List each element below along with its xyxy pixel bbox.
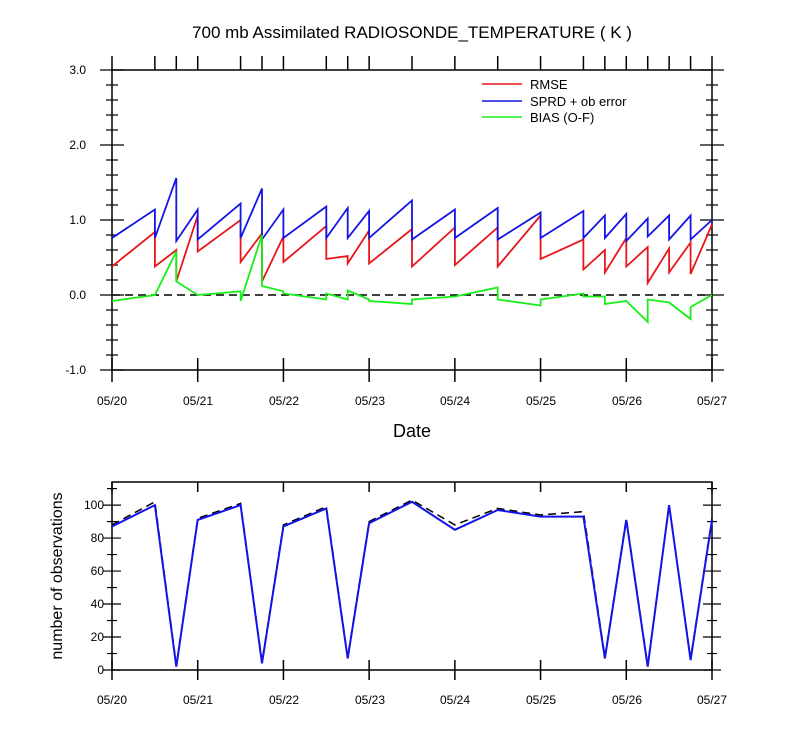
x-tick-label: 05/20 — [97, 693, 127, 707]
x-axis-label: Date — [393, 421, 431, 441]
x-tick-label: 05/23 — [355, 693, 385, 707]
x-tick-label: 05/27 — [697, 394, 727, 408]
y-axis-label: number of observations — [49, 492, 66, 659]
y-tick-label: 2.0 — [69, 138, 86, 152]
bottom-y-tick-labels: 0 20 40 60 80 100 — [84, 498, 104, 677]
x-tick-label: 05/21 — [183, 394, 213, 408]
y-tick-label: 1.0 — [69, 213, 86, 227]
top-axis-ticks — [100, 56, 724, 382]
bottom-x-tick-labels: 05/20 05/21 05/22 05/23 05/24 05/25 05/2… — [97, 693, 727, 707]
series-line-assimilated-observations — [111, 500, 713, 667]
x-tick-label: 05/23 — [355, 394, 385, 408]
x-tick-label: 05/26 — [612, 394, 642, 408]
y-tick-label: 3.0 — [69, 63, 86, 77]
x-tick-label: 05/20 — [97, 394, 127, 408]
x-tick-label: 05/22 — [269, 693, 299, 707]
series-line-possible-observations — [111, 499, 713, 666]
x-tick-label: 05/24 — [440, 693, 470, 707]
x-tick-label: 05/21 — [183, 693, 213, 707]
y-tick-label: 60 — [91, 564, 105, 578]
series-line-sprd-ob-error — [111, 177, 713, 244]
legend: RMSE SPRD + ob error BIAS (O-F) — [482, 77, 627, 125]
bottom-axis-ticks — [103, 482, 721, 680]
y-tick-label: 40 — [91, 597, 105, 611]
bottom-series-group — [111, 499, 713, 667]
chart-title: 700 mb Assimilated RADIOSONDE_TEMPERATUR… — [192, 23, 632, 42]
y-tick-label: 0.0 — [69, 288, 86, 302]
y-tick-label: 80 — [91, 531, 105, 545]
x-tick-label: 05/22 — [269, 394, 299, 408]
legend-label-rmse: RMSE — [530, 77, 568, 92]
top-series-group — [111, 177, 713, 325]
top-chart: 700 mb Assimilated RADIOSONDE_TEMPERATUR… — [65, 23, 727, 441]
y-tick-label: -1.0 — [65, 363, 86, 377]
legend-label-bias: BIAS (O-F) — [530, 110, 594, 125]
y-tick-label: 100 — [84, 498, 104, 512]
x-tick-label: 05/24 — [440, 394, 470, 408]
y-tick-label: 0 — [97, 663, 104, 677]
bottom-chart: 0 20 40 60 80 100 05/20 05/21 05/22 05/2… — [49, 481, 727, 707]
y-tick-label: 20 — [91, 630, 105, 644]
series-line-rmse — [111, 213, 713, 287]
series-line-bias-o-f — [111, 234, 713, 325]
top-x-tick-labels: 05/20 05/21 05/22 05/23 05/24 05/25 05/2… — [97, 394, 727, 408]
bottom-plot-frame — [111, 481, 713, 671]
x-tick-label: 05/26 — [612, 693, 642, 707]
legend-label-sprd: SPRD + ob error — [530, 94, 627, 109]
x-tick-label: 05/25 — [526, 394, 556, 408]
x-tick-label: 05/25 — [526, 693, 556, 707]
x-tick-label: 05/27 — [697, 693, 727, 707]
top-y-tick-labels: -1.0 0.0 1.0 2.0 3.0 — [65, 63, 86, 377]
